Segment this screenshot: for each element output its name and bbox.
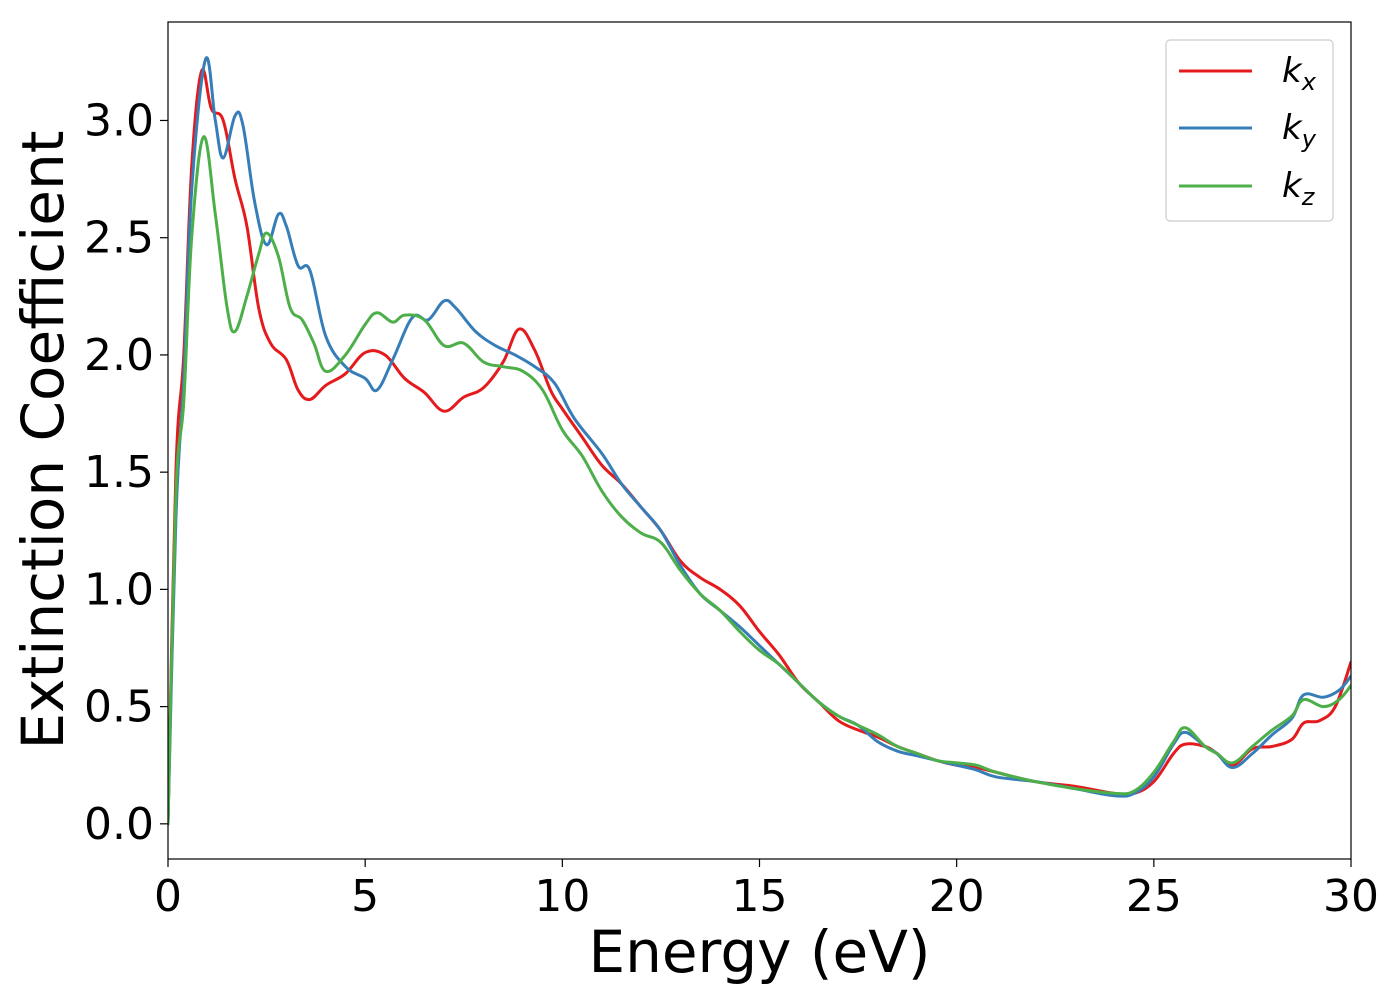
x-axis-label: Energy (eV) — [588, 918, 930, 986]
x-tick-label: 5 — [351, 871, 379, 922]
x-tick-label: 15 — [732, 871, 788, 922]
legend-label-ky: ky — [1282, 108, 1317, 153]
legend-label-subscript: x — [1301, 68, 1317, 96]
x-tick-label: 10 — [534, 871, 590, 922]
legend-label-base: k — [1282, 108, 1303, 148]
legend-label-kz: kz — [1282, 166, 1316, 211]
x-tick-label: 25 — [1126, 871, 1182, 922]
legend-label-subscript: z — [1301, 183, 1316, 211]
x-tick-label: 20 — [929, 871, 985, 922]
y-axis-ticks: 0.0 0.5 1.0 1.5 2.0 2.5 3.0 — [84, 95, 168, 850]
x-tick-label: 30 — [1323, 871, 1379, 922]
series-line-ky — [168, 56, 1351, 826]
series-line-kz — [168, 135, 1351, 826]
x-axis-ticks: 0 5 10 15 20 25 30 — [154, 859, 1379, 922]
y-tick-label: 3.0 — [84, 95, 154, 146]
y-tick-label: 2.0 — [84, 330, 154, 381]
y-axis-label: Extinction Coefficient — [9, 131, 77, 750]
y-tick-label: 1.0 — [84, 564, 154, 615]
legend-label-base: k — [1282, 166, 1303, 206]
y-tick-label: 0.5 — [84, 682, 154, 733]
y-tick-label: 1.5 — [84, 447, 154, 498]
plot-area — [168, 56, 1351, 826]
y-tick-label: 0.0 — [84, 799, 154, 850]
legend-label-base: k — [1282, 51, 1303, 91]
legend-label-kx: kx — [1282, 51, 1317, 96]
y-tick-label: 2.5 — [84, 213, 154, 264]
legend-box — [1165, 39, 1334, 222]
legend-label-subscript: y — [1301, 125, 1317, 153]
x-tick-label: 0 — [154, 871, 182, 922]
series-layer — [168, 56, 1351, 826]
